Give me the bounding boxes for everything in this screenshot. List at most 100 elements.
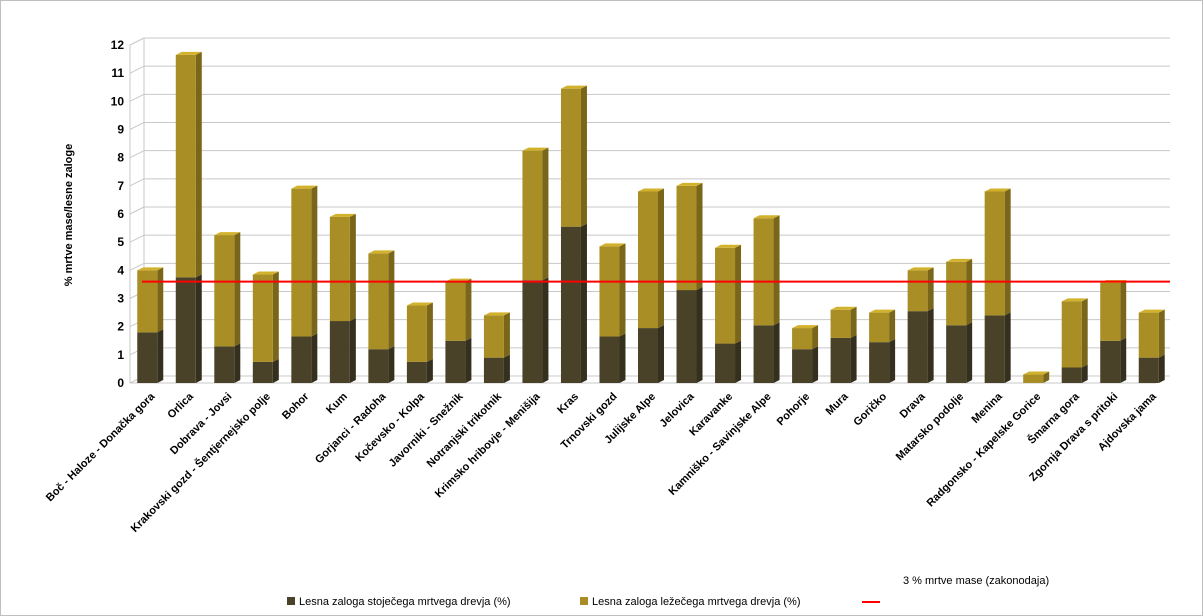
bar-lying (1061, 301, 1082, 368)
category-label: Kočevsko - Kolpa (353, 390, 427, 464)
bar-standing-side (388, 346, 395, 383)
bar-lying (638, 191, 658, 329)
legend-label-lying: Lesna zaloga ležečega mrtvega drevja (%) (592, 596, 801, 608)
category-label: Goričko (851, 390, 889, 428)
bar-lying (560, 88, 581, 227)
legend-swatch-lying (580, 597, 588, 605)
bar-top (753, 215, 780, 219)
bar-standing (599, 336, 620, 383)
y-tick-label: 10 (111, 94, 125, 108)
bar-lying-side (311, 185, 318, 337)
bar-lying-side (465, 278, 472, 341)
bar-lying-side (349, 213, 356, 322)
bar-lying (753, 218, 774, 326)
bar-standing (638, 328, 658, 383)
gridline (129, 262, 145, 271)
bar-lying (445, 281, 466, 341)
bar-lying (406, 305, 427, 362)
bar-top (483, 312, 510, 316)
bar-standing-side (619, 333, 626, 383)
category-label: Matarsko podolje (894, 391, 966, 463)
bar-standing (946, 325, 967, 383)
bar-lying-side (927, 267, 934, 312)
gridline (129, 37, 145, 46)
gridline (129, 65, 145, 74)
bar-standing (676, 290, 697, 383)
bar-standing (329, 321, 350, 383)
bar-lying (252, 274, 273, 362)
bar-standing-side (349, 318, 356, 383)
category-label: Mura (824, 390, 852, 418)
bar-standing-side (889, 339, 896, 383)
bar-lying-side (542, 147, 549, 281)
bar-standing-side (735, 340, 742, 383)
bar-standing-side (311, 333, 318, 383)
bar-standing-side (503, 354, 510, 383)
bar-standing (1100, 340, 1121, 383)
y-axis-label: % mrtve mase/lesne zaloge (63, 144, 75, 286)
bar-top (715, 244, 742, 248)
bar-lying-side (696, 182, 703, 291)
bar-lying-side (1043, 371, 1050, 383)
bar-top (1061, 298, 1088, 302)
bar-standing (175, 277, 196, 383)
y-tick-label: 5 (117, 235, 124, 249)
bar-lying-side (1081, 298, 1088, 368)
y-tick-label: 4 (117, 263, 124, 277)
legend-label-standing: Lesna zaloga stoječega mrtvega drevja (%… (299, 596, 511, 608)
legend-label-reference: 3 % mrtve mase (zakonodaja) (903, 575, 1049, 587)
bar-standing-side (272, 358, 279, 383)
bar-top (291, 185, 318, 189)
bar-standing (214, 346, 235, 383)
bar-lying (715, 247, 736, 344)
bar-top (946, 258, 973, 262)
bar-standing-side (658, 325, 664, 383)
bar-standing (869, 342, 890, 383)
bar-top (329, 213, 356, 217)
bar-standing-side (927, 308, 934, 383)
category-label: Jelovica (657, 390, 697, 430)
bar-top (560, 85, 587, 89)
bar-standing-side (157, 329, 164, 383)
bar-top (638, 188, 664, 192)
bar-standing (984, 315, 1005, 383)
y-tick-label: 9 (117, 123, 124, 137)
bar-standing-side (195, 274, 202, 383)
bar-standing (1061, 367, 1082, 383)
bar-lying (175, 54, 196, 278)
bar-standing (907, 311, 928, 383)
bar-standing (291, 336, 312, 383)
bar-lying (1100, 283, 1121, 341)
bar-lying-side (658, 188, 664, 329)
bar-lying-side (1120, 280, 1127, 341)
bar-standing-side (850, 334, 857, 383)
gridline (129, 93, 145, 102)
bar-lying-side (195, 51, 202, 278)
y-tick-label: 12 (111, 38, 125, 52)
bar-top (214, 232, 241, 236)
bar-lying-side (503, 312, 510, 358)
bar-standing-side (542, 277, 549, 383)
bar-lying (830, 309, 851, 338)
bar-lying-side (735, 244, 742, 344)
bar-lying-side (619, 243, 626, 337)
bar-standing-side (580, 223, 587, 383)
bar-lying (676, 185, 697, 291)
category-label: Menina (969, 390, 1005, 426)
category-label: Drava (898, 390, 929, 421)
category-label: Krakovski gozd - Šentjernejsko polje (128, 390, 273, 535)
bar-top (252, 271, 279, 275)
bar-top (869, 309, 896, 313)
bar-lying-side (426, 302, 433, 362)
bar-lying-side (812, 325, 819, 350)
bar-lying (483, 315, 504, 358)
category-label: Kum (324, 390, 350, 416)
bars (137, 51, 1165, 383)
category-label: Bohor (280, 390, 312, 422)
y-tick-label: 3 (117, 292, 124, 306)
bar-standing (137, 332, 158, 383)
bar-top (907, 267, 934, 271)
bar-standing (522, 280, 543, 383)
category-label: Gorjanci - Radoha (313, 390, 389, 466)
